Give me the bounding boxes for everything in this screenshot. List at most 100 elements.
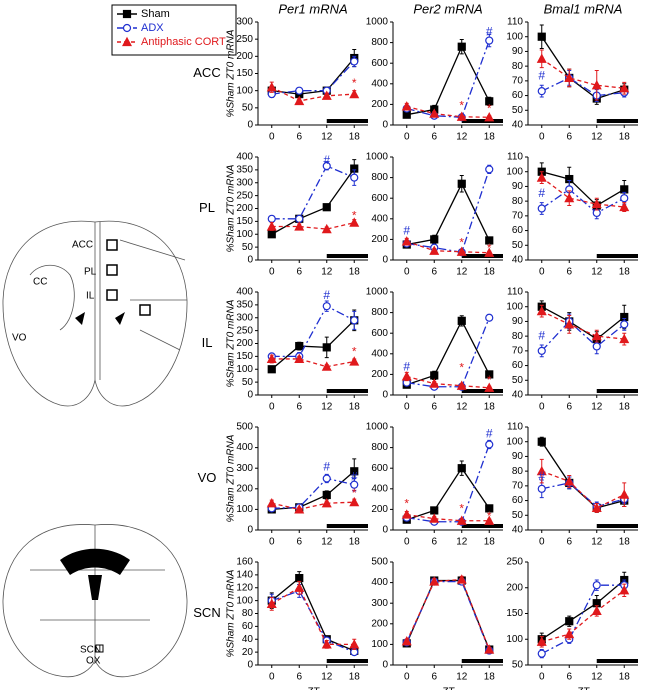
marker (401, 101, 412, 111)
series-line (406, 444, 490, 523)
marker (591, 330, 602, 341)
y-tick-label: 200 (236, 338, 253, 349)
significance-mark: # (323, 459, 330, 473)
x-tick-label: 18 (484, 267, 496, 278)
marker (456, 111, 467, 121)
y-tick-label: 500 (371, 557, 388, 568)
series-line (271, 305, 355, 358)
x-axis-label: ZT (441, 687, 455, 690)
y-tick-label: 70 (512, 210, 524, 221)
marker (592, 342, 601, 351)
marker (457, 464, 466, 473)
series-line (271, 501, 355, 511)
marker (350, 316, 359, 325)
series-line (406, 317, 490, 388)
significance-mark: * (487, 373, 492, 387)
y-tick-label: 110 (507, 17, 523, 28)
dark-phase-bar (326, 119, 368, 123)
marker (429, 513, 440, 523)
y-tick-label: 300 (371, 598, 388, 609)
y-tick-label: 50 (512, 375, 524, 386)
y-tick-label: 100 (506, 301, 523, 312)
y-tick-label: 800 (371, 37, 388, 48)
x-tick-label: 0 (539, 672, 545, 683)
x-tick-label: 12 (591, 402, 603, 413)
y-tick-label: 90 (512, 451, 524, 462)
series-line (271, 165, 355, 220)
y-tick-label: 200 (236, 483, 253, 494)
marker (266, 353, 277, 364)
region-label: VO (198, 470, 217, 485)
x-tick-label: 0 (269, 402, 275, 413)
series-line (541, 177, 625, 208)
x-axis-label: ZT (306, 687, 320, 690)
y-axis-label: %Sham ZT0 mRNA (226, 29, 237, 117)
x-tick-label: 6 (566, 267, 572, 278)
x-tick-label: 0 (404, 132, 410, 143)
marker (430, 371, 439, 380)
marker (322, 474, 331, 483)
series-line (406, 182, 490, 246)
marker (564, 476, 575, 486)
y-tick-label: 800 (371, 442, 388, 453)
y-tick-label: 40 (512, 390, 524, 401)
x-axis-label: ZT (576, 687, 590, 690)
significance-mark: * (487, 241, 492, 255)
marker (429, 576, 440, 586)
marker (456, 246, 467, 256)
series-line (541, 36, 625, 100)
marker (294, 353, 305, 364)
x-tick-label: 18 (349, 672, 361, 683)
y-axis-label: %Sham ZT0 mRNA (226, 299, 237, 387)
legend-label: Antiphasic CORT (141, 36, 226, 48)
marker (485, 370, 494, 379)
marker (429, 108, 440, 118)
marker (295, 573, 304, 583)
y-tick-label: 50 (512, 240, 524, 251)
y-tick-label: 60 (512, 225, 524, 236)
marker (564, 628, 575, 639)
y-tick-label: 50 (512, 105, 524, 116)
x-tick-label: 12 (321, 402, 333, 413)
series-line (406, 105, 490, 118)
x-tick-label: 0 (539, 267, 545, 278)
x-tick-label: 12 (321, 132, 333, 143)
x-tick-label: 6 (296, 267, 302, 278)
x-tick-label: 6 (566, 132, 572, 143)
significance-mark: * (352, 345, 357, 359)
x-tick-label: 0 (404, 267, 410, 278)
marker (536, 53, 547, 63)
marker (456, 515, 467, 525)
x-tick-label: 18 (349, 132, 361, 143)
marker (537, 346, 546, 355)
y-tick-label: 1000 (366, 17, 389, 28)
series-line (541, 171, 625, 207)
x-tick-label: 6 (431, 132, 437, 143)
y-tick-label: 80 (242, 608, 254, 619)
y-tick-label: 0 (382, 255, 388, 266)
marker (537, 87, 546, 96)
marker (401, 236, 412, 246)
y-tick-label: 600 (371, 193, 388, 204)
series-line (541, 441, 625, 509)
y-tick-label: 100 (371, 639, 388, 650)
marker (350, 480, 359, 489)
marker (564, 72, 575, 83)
legend-label: Sham (141, 8, 170, 20)
panel-title: Per2 mRNA (413, 1, 482, 16)
marker (322, 302, 331, 311)
dark-phase-bar (461, 254, 503, 258)
marker (485, 97, 494, 106)
x-tick-label: 0 (539, 132, 545, 143)
x-tick-label: 0 (269, 132, 275, 143)
legend-marker (122, 23, 132, 33)
y-tick-label: 150 (506, 608, 523, 619)
y-axis-label: %Sham ZT0 mRNA (226, 569, 237, 657)
y-tick-label: 70 (512, 480, 524, 491)
y-tick-label: 110 (507, 422, 523, 433)
y-tick-label: 200 (506, 582, 523, 593)
y-tick-label: 600 (371, 328, 388, 339)
brain-label: PL (84, 267, 97, 278)
y-tick-label: 200 (236, 203, 253, 214)
x-tick-label: 6 (296, 672, 302, 683)
